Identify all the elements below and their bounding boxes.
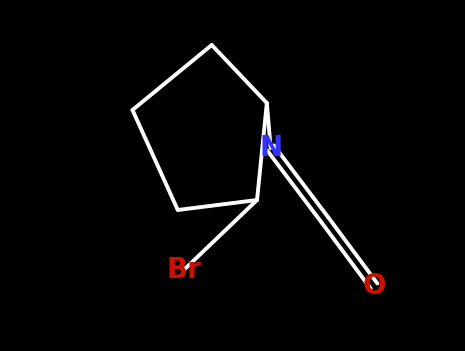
- Text: O: O: [362, 272, 386, 300]
- Text: N: N: [259, 134, 282, 162]
- Text: Br: Br: [166, 256, 201, 284]
